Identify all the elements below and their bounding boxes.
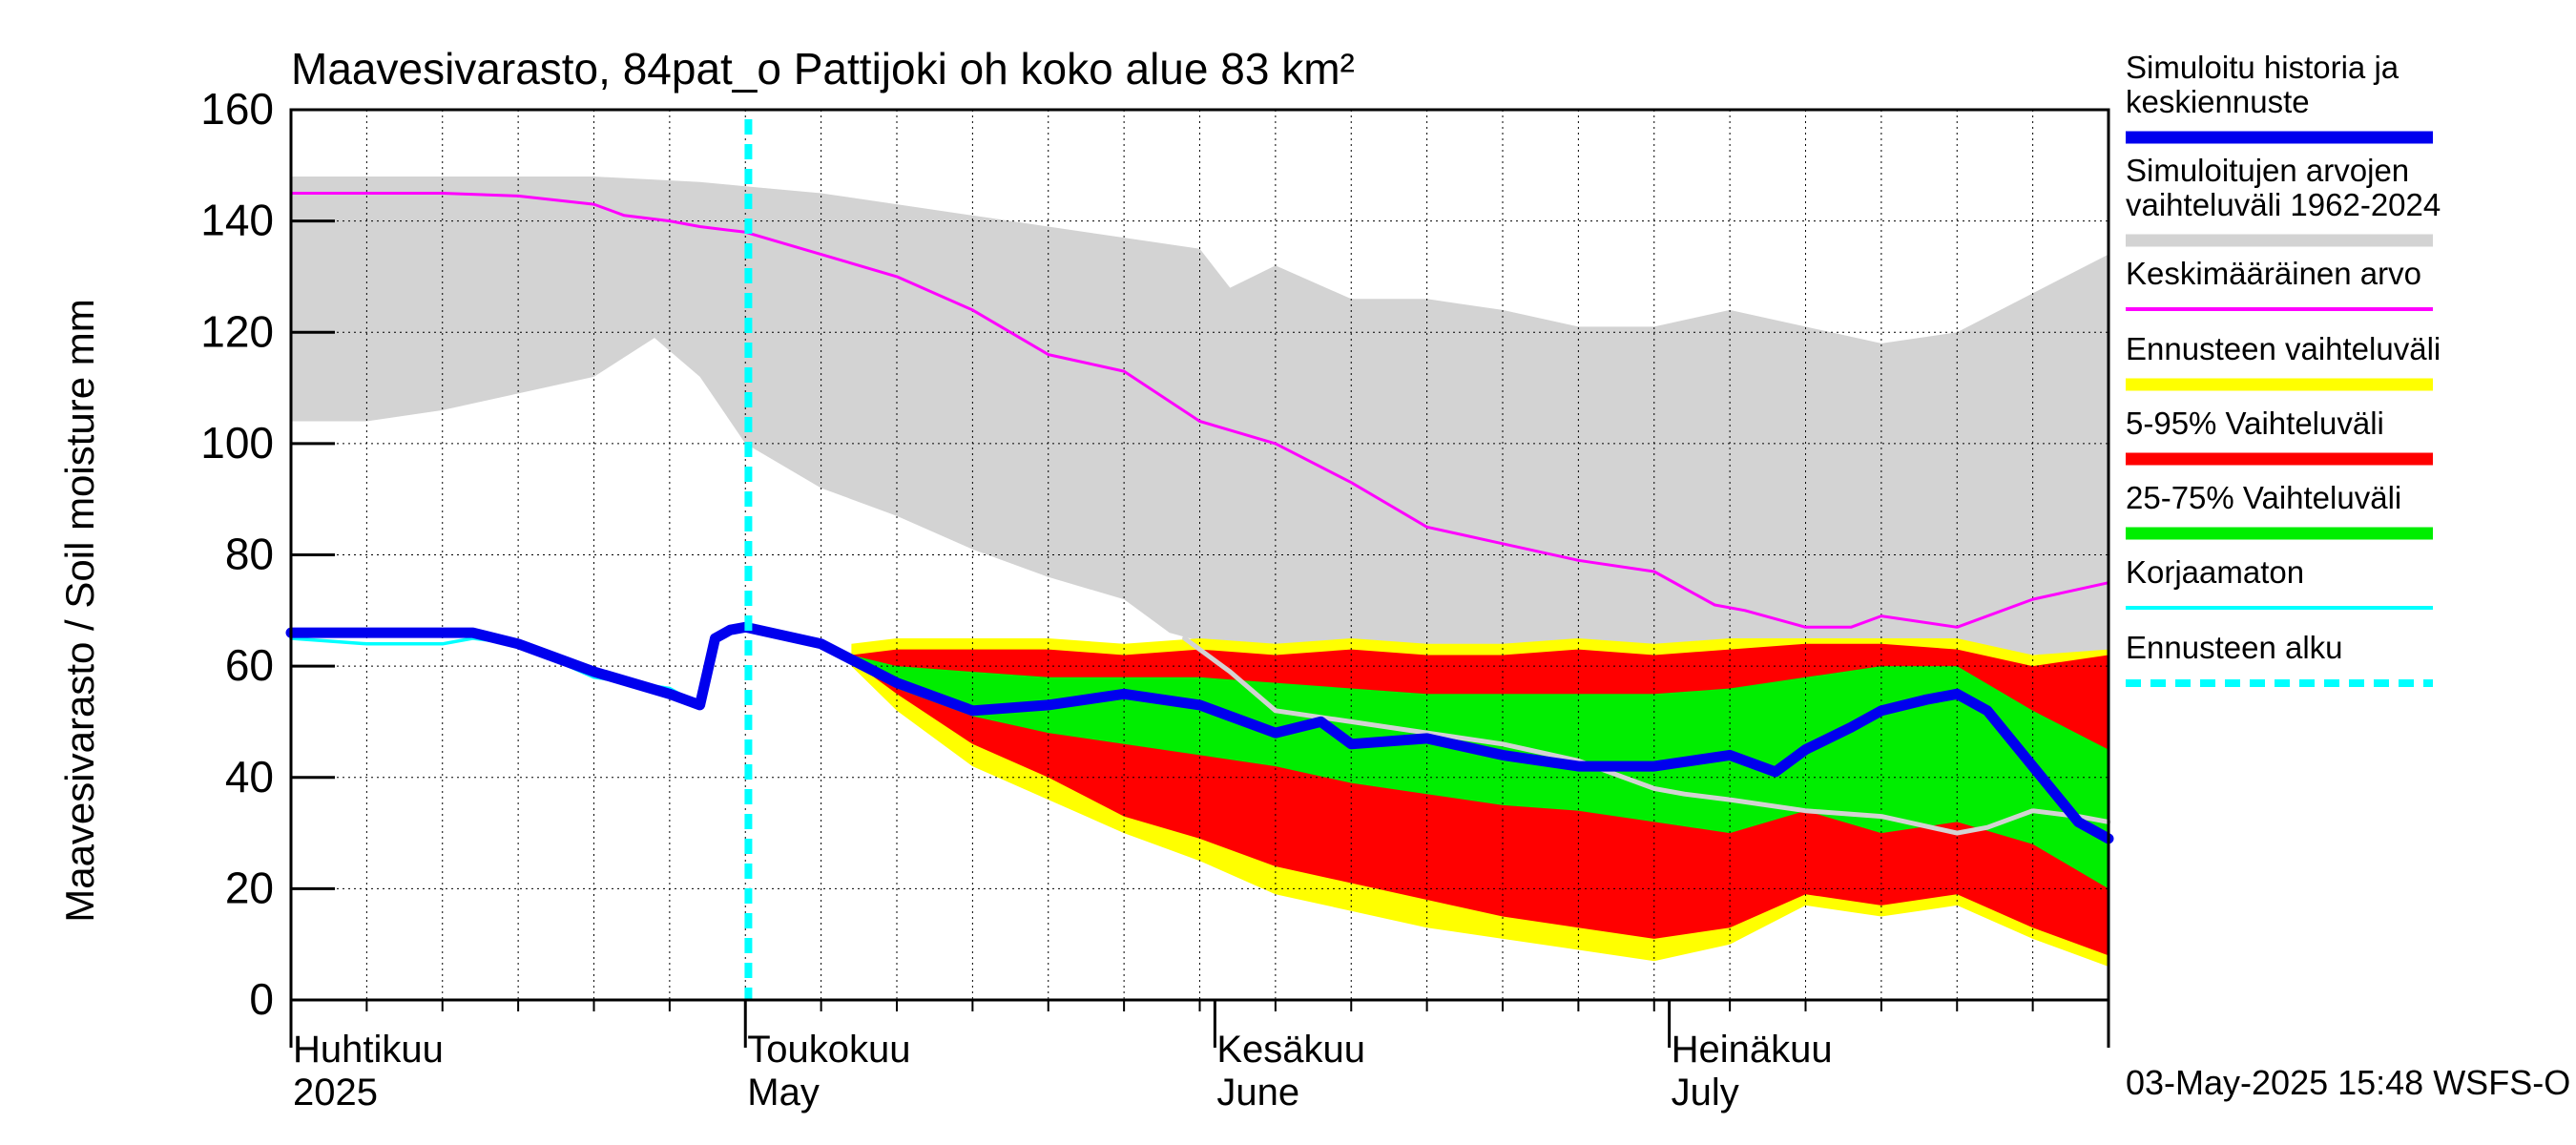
x-month-label-fi: Huhtikuu (293, 1029, 444, 1071)
y-tick-label: 20 (225, 863, 274, 912)
x-month-label-en: May (747, 1072, 820, 1114)
y-tick-label: 140 (200, 196, 274, 245)
x-month-label-fi: Heinäkuu (1672, 1029, 1833, 1071)
x-month-label-en: June (1216, 1072, 1299, 1114)
y-tick-label: 80 (225, 530, 274, 579)
y-tick-label: 40 (225, 752, 274, 802)
legend-label: Simuloitu historia ja (2126, 50, 2399, 85)
x-month-label-en: 2025 (293, 1072, 378, 1114)
y-tick-label: 0 (249, 974, 274, 1024)
timestamp-label: 03-May-2025 15:48 WSFS-O (2126, 1063, 2570, 1102)
legend-label: Keskimääräinen arvo (2126, 256, 2421, 291)
x-month-label-fi: Kesäkuu (1216, 1029, 1365, 1071)
mean-line (289, 192, 2110, 629)
legend-label: Korjaamaton (2126, 554, 2304, 590)
uncorrected-line (289, 636, 702, 707)
y-tick-label: 160 (200, 84, 274, 134)
legend-label: keskiennuste (2126, 84, 2310, 119)
legend-label: 5-95% Vaihteluväli (2126, 406, 2384, 441)
y-tick-label: 60 (225, 640, 274, 690)
plot-area (285, 109, 2114, 1001)
legend-label: 25-75% Vaihteluväli (2126, 480, 2401, 515)
x-month-label-en: July (1672, 1072, 1739, 1114)
p25-75-band (851, 655, 2109, 889)
y-tick-label: 100 (200, 418, 274, 468)
y-axis-label: Maavesivarasto / Soil moisture mm (57, 299, 102, 923)
legend-label: vaihteluväli 1962-2024 (2126, 187, 2441, 222)
legend-label: Ennusteen vaihteluväli (2126, 331, 2441, 366)
legend-label: Simuloitujen arvojen (2126, 153, 2409, 188)
chart-title: Maavesivarasto, 84pat_o Pattijoki oh kok… (291, 44, 1355, 94)
history-forecast-line (285, 621, 2114, 844)
legend-label: Ennusteen alku (2126, 630, 2343, 665)
grey-forecast-line (1182, 635, 2111, 836)
y-tick-label: 120 (200, 306, 274, 356)
x-month-label-fi: Toukokuu (747, 1029, 910, 1071)
